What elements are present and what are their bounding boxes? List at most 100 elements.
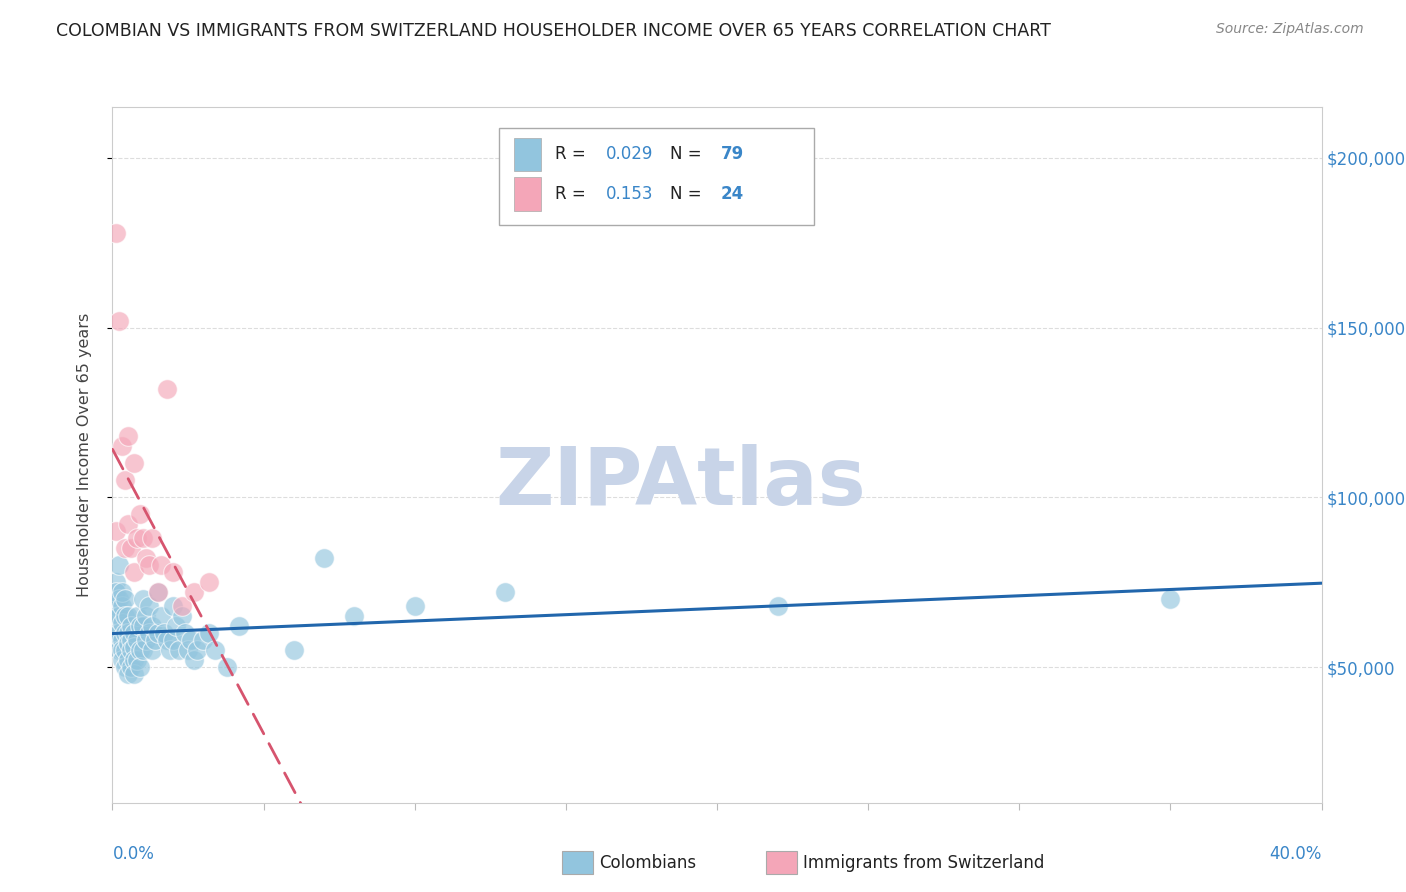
Point [186,643,208,657]
Point [495,585,517,599]
Point [122,457,145,471]
Point [120,660,142,674]
Point [117,653,139,667]
Text: R =: R = [555,185,591,203]
Text: Immigrants from Switzerland: Immigrants from Switzerland [803,854,1045,871]
Text: R =: R = [555,145,591,163]
Text: 0.029: 0.029 [606,145,654,163]
Text: ZIPAtlas: ZIPAtlas [495,443,866,522]
Point [146,626,169,640]
Text: Colombians: Colombians [599,854,696,871]
Point [128,619,150,633]
Point [170,599,193,613]
Point [114,609,136,624]
Point [138,626,160,640]
Point [117,517,139,532]
Point [149,609,172,624]
Point [132,643,155,657]
Point [117,429,139,443]
Point [120,643,142,657]
Point [135,551,157,566]
Point [132,619,155,633]
Point [107,558,129,573]
Point [125,653,148,667]
Point [153,626,176,640]
Point [125,609,148,624]
Point [104,575,127,590]
Point [122,666,145,681]
Point [162,565,184,579]
Point [191,632,214,647]
Point [217,660,239,674]
Point [141,619,163,633]
Point [135,632,157,647]
Point [174,626,197,640]
Point [167,643,190,657]
Point [114,626,136,640]
Point [141,531,163,545]
Point [114,592,136,607]
Point [183,653,205,667]
Point [170,609,193,624]
Point [104,226,127,240]
Point [283,643,305,657]
Point [198,626,221,640]
Point [138,558,160,573]
Point [120,541,142,556]
Point [120,632,142,647]
Point [110,439,132,453]
Point [107,609,129,624]
Point [114,474,136,488]
Point [107,314,129,328]
Point [117,609,139,624]
Point [162,599,184,613]
Point [104,524,127,539]
Point [180,632,202,647]
Point [104,626,127,640]
Text: N =: N = [669,145,707,163]
Point [165,619,187,633]
Text: N =: N = [669,185,707,203]
Point [228,619,250,633]
Point [107,592,129,607]
Text: 24: 24 [721,185,744,203]
Point [120,619,142,633]
Bar [515,178,540,211]
Text: 79: 79 [721,145,744,163]
Point [107,632,129,647]
Point [404,599,426,613]
Point [128,508,150,522]
Text: 40.0%: 40.0% [1270,845,1322,863]
Point [110,615,132,630]
Point [135,609,157,624]
Point [114,541,136,556]
Point [183,585,205,599]
Point [125,531,148,545]
Text: COLOMBIAN VS IMMIGRANTS FROM SWITZERLAND HOUSEHOLDER INCOME OVER 65 YEARS CORREL: COLOMBIAN VS IMMIGRANTS FROM SWITZERLAND… [56,22,1052,40]
Point [122,626,145,640]
Point [204,643,226,657]
Point [122,653,145,667]
Point [128,660,150,674]
Point [198,575,221,590]
Point [138,599,160,613]
Point [141,643,163,657]
Point [117,626,139,640]
Point [177,643,200,657]
Point [162,632,184,647]
Point [128,643,150,657]
Point [766,599,789,613]
Point [110,653,132,667]
Point [343,609,366,624]
Point [107,643,129,657]
Point [110,632,132,647]
Text: Source: ZipAtlas.com: Source: ZipAtlas.com [1216,22,1364,37]
Y-axis label: Householder Income Over 65 years: Householder Income Over 65 years [77,313,91,597]
Point [132,592,155,607]
Point [149,558,172,573]
Bar [515,137,540,171]
Point [156,632,179,647]
Point [1159,592,1181,607]
Point [146,585,169,599]
Point [114,643,136,657]
